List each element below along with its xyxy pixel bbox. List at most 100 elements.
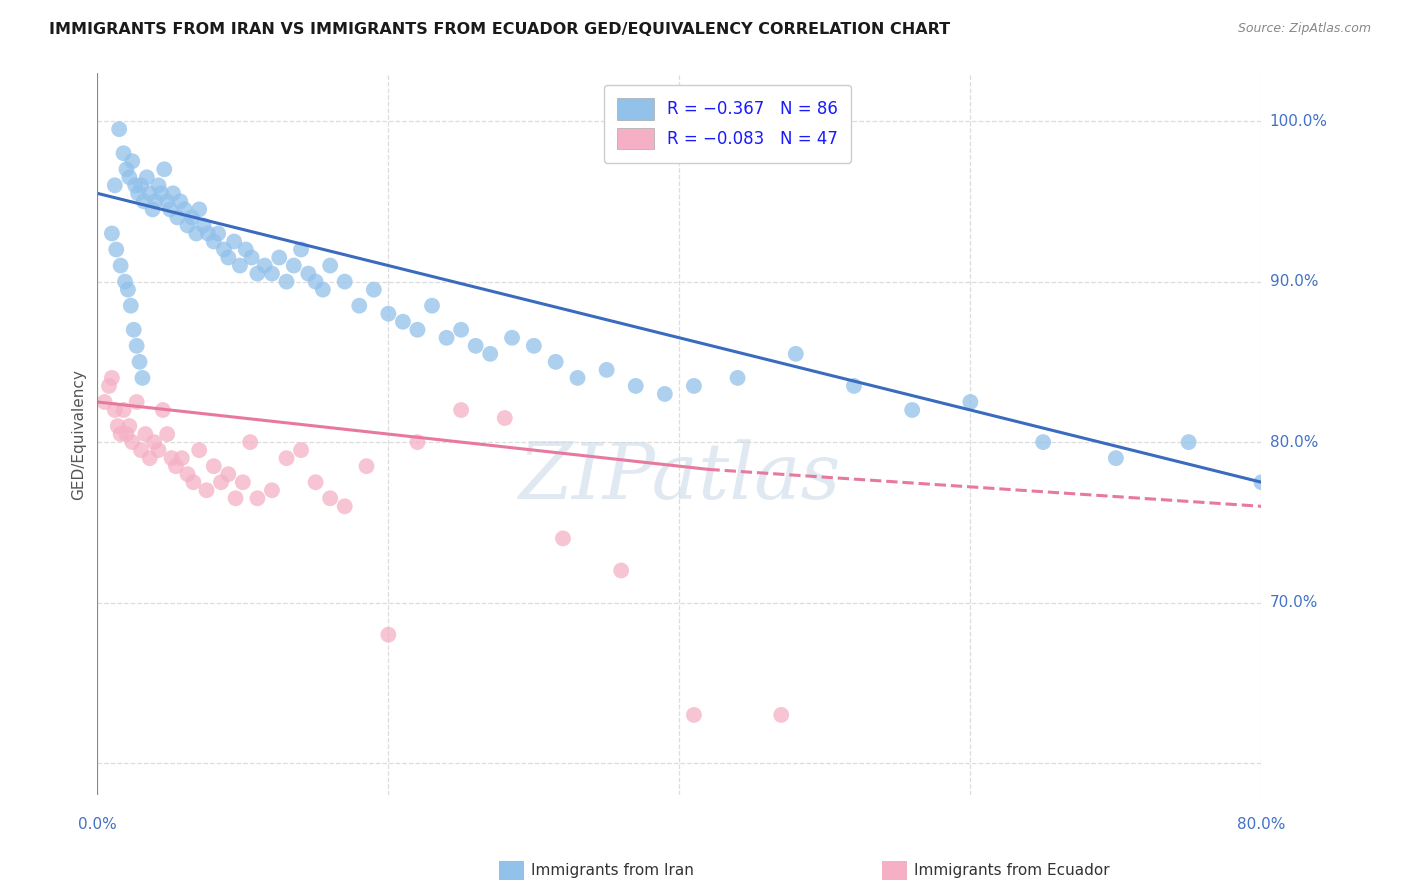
Point xyxy=(108,122,131,136)
Point xyxy=(132,194,155,209)
Point xyxy=(212,243,235,257)
Point xyxy=(125,339,148,353)
Point xyxy=(131,371,153,385)
Point xyxy=(333,275,356,289)
Point xyxy=(110,427,132,442)
Point xyxy=(152,403,174,417)
Point xyxy=(276,275,298,289)
Text: 90.0%: 90.0% xyxy=(1270,274,1319,289)
Text: 0.0%: 0.0% xyxy=(77,817,117,832)
Point xyxy=(727,371,749,385)
Point xyxy=(785,347,807,361)
Point xyxy=(225,491,247,506)
Point xyxy=(169,194,191,209)
Point xyxy=(246,491,269,506)
Point xyxy=(1105,451,1128,466)
Text: 100.0%: 100.0% xyxy=(1270,113,1327,128)
Point xyxy=(333,500,356,514)
Point xyxy=(450,403,472,417)
Point xyxy=(224,235,246,249)
Point xyxy=(118,170,141,185)
Point xyxy=(105,243,128,257)
Point xyxy=(377,628,399,642)
Point xyxy=(173,202,195,217)
Point xyxy=(654,387,676,401)
Point xyxy=(207,227,229,241)
Point xyxy=(523,339,546,353)
Point xyxy=(209,475,232,490)
Point xyxy=(138,186,160,201)
Point xyxy=(406,323,429,337)
Point xyxy=(276,451,298,466)
Point xyxy=(153,162,176,177)
Point xyxy=(148,443,170,458)
Point xyxy=(246,267,269,281)
Point xyxy=(959,395,981,409)
Point xyxy=(283,259,305,273)
Point xyxy=(118,419,141,434)
Point xyxy=(121,435,143,450)
Point xyxy=(232,475,254,490)
Point xyxy=(148,178,170,193)
Point xyxy=(349,299,371,313)
Point xyxy=(121,154,143,169)
Point xyxy=(420,299,443,313)
Point xyxy=(551,532,574,546)
Point xyxy=(392,315,415,329)
Point xyxy=(188,443,211,458)
Point xyxy=(101,227,124,241)
Point xyxy=(107,419,129,434)
Point xyxy=(683,379,706,393)
Point xyxy=(98,379,121,393)
Point xyxy=(290,243,312,257)
Point xyxy=(104,403,127,417)
Point xyxy=(114,275,136,289)
Point xyxy=(176,467,198,482)
Point xyxy=(1250,475,1272,490)
Point xyxy=(138,451,160,466)
Text: IMMIGRANTS FROM IRAN VS IMMIGRANTS FROM ECUADOR GED/EQUIVALENCY CORRELATION CHAR: IMMIGRANTS FROM IRAN VS IMMIGRANTS FROM … xyxy=(49,22,950,37)
Text: ZIPatlas: ZIPatlas xyxy=(519,439,841,516)
Point xyxy=(124,178,146,193)
Point xyxy=(1032,435,1054,450)
Point xyxy=(122,323,145,337)
Point xyxy=(159,202,181,217)
Point xyxy=(436,331,458,345)
Point xyxy=(479,347,502,361)
Point xyxy=(143,435,166,450)
Text: Immigrants from Iran: Immigrants from Iran xyxy=(531,863,695,878)
Point xyxy=(290,443,312,458)
Text: 70.0%: 70.0% xyxy=(1270,595,1317,610)
Point xyxy=(304,475,326,490)
Point xyxy=(181,211,204,225)
Point xyxy=(260,483,283,498)
Point xyxy=(610,564,633,578)
Point xyxy=(595,363,617,377)
Point xyxy=(363,283,385,297)
Point xyxy=(104,178,127,193)
Y-axis label: GED/Equivalency: GED/Equivalency xyxy=(72,368,86,500)
Point xyxy=(269,251,291,265)
Point xyxy=(188,202,211,217)
Text: Source: ZipAtlas.com: Source: ZipAtlas.com xyxy=(1237,22,1371,36)
Point xyxy=(229,259,252,273)
Point xyxy=(170,451,193,466)
Point xyxy=(183,475,205,490)
Point xyxy=(150,186,173,201)
Point xyxy=(319,491,342,506)
Point xyxy=(112,146,135,161)
Point xyxy=(567,371,589,385)
Point xyxy=(165,459,187,474)
Point xyxy=(162,186,184,201)
Point xyxy=(217,467,239,482)
Point xyxy=(128,355,150,369)
Point xyxy=(297,267,319,281)
Point xyxy=(112,403,135,417)
Point xyxy=(770,707,793,722)
Point xyxy=(93,395,115,409)
Point xyxy=(217,251,239,265)
Point xyxy=(544,355,567,369)
Point xyxy=(312,283,335,297)
Point xyxy=(842,379,865,393)
Point xyxy=(356,459,378,474)
